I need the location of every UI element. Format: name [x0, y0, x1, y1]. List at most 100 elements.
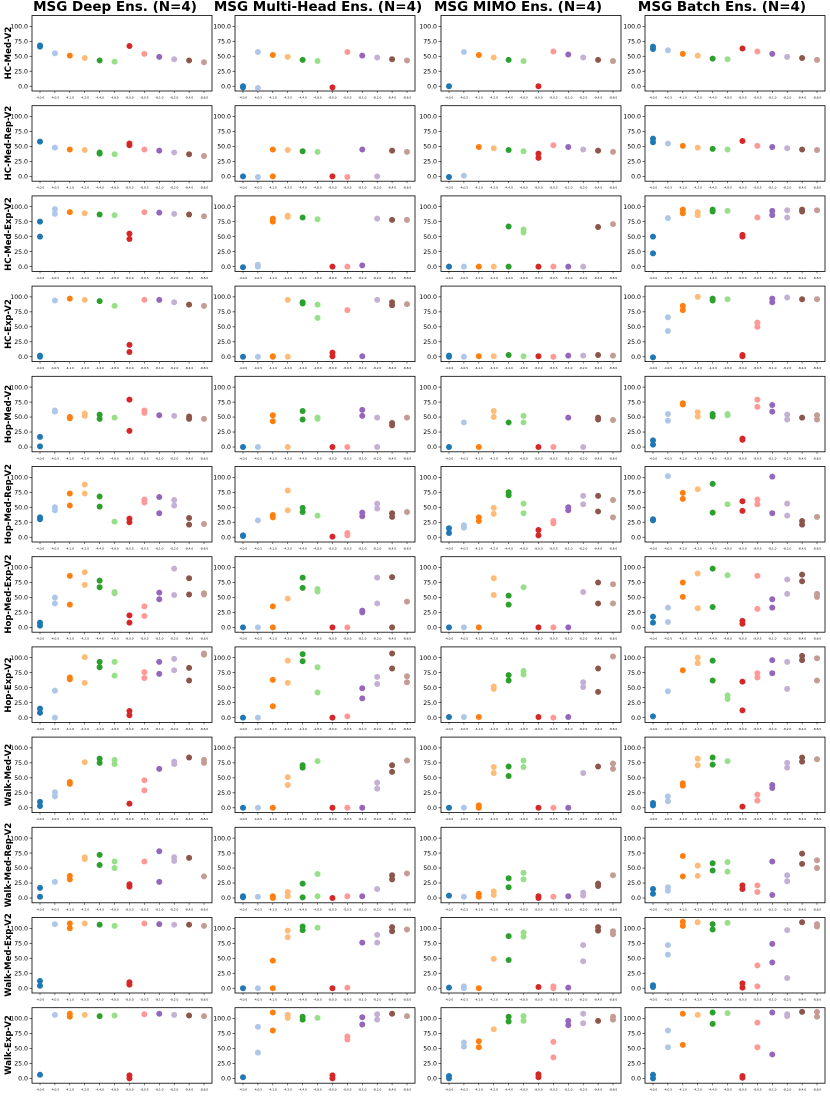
axes-frame: [234, 285, 416, 363]
x-tick-label: -4,8.0: [723, 727, 732, 731]
data-point: [81, 856, 88, 863]
data-point: [81, 296, 88, 303]
data-point: [565, 714, 572, 721]
x-tick-label: -4,0.5: [254, 96, 263, 100]
x-tick-label: -4,0.0: [649, 907, 658, 911]
data-point: [650, 713, 656, 720]
data-point: [51, 50, 58, 57]
data-point: [201, 922, 207, 929]
data-point: [156, 1010, 163, 1017]
data-point: [595, 492, 602, 499]
x-tick-label: -4,0.0: [445, 276, 454, 280]
data-point: [709, 657, 716, 664]
x-tick-label: -4,0.5: [460, 637, 469, 641]
data-point: [784, 53, 791, 60]
data-point: [359, 513, 366, 520]
data-point: [96, 577, 103, 584]
x-tick-label: -8,2.0: [373, 727, 382, 731]
axes-frame: [644, 736, 826, 813]
data-point: [254, 49, 261, 56]
x-tick-label: -4,0.0: [239, 998, 248, 1002]
data-point: [171, 667, 178, 674]
data-point: [37, 353, 43, 360]
data-point: [374, 444, 381, 451]
y-tick-label: 50.0: [14, 234, 28, 241]
x-tick-label: -4,0.5: [664, 186, 673, 190]
data-point: [269, 146, 276, 153]
x-tick-label: -4,0.5: [51, 276, 60, 280]
y-tick-label: 0.0: [631, 444, 641, 451]
data-point: [186, 301, 193, 308]
data-point: [610, 872, 616, 879]
y-tick-label: 50.0: [627, 504, 641, 511]
y-tick-label: 0.0: [221, 534, 231, 541]
data-point: [269, 703, 276, 710]
data-point: [156, 147, 163, 154]
x-tick-label: -8,0.5: [753, 637, 762, 641]
data-point: [284, 679, 291, 686]
x-tick-label: -8,4.0: [185, 637, 194, 641]
y-tick-label: 0.0: [18, 83, 28, 90]
data-point: [51, 714, 58, 721]
x-tick-label: -8,0.0: [738, 547, 747, 551]
x-tick-label: -4,4.0: [504, 998, 513, 1002]
x-tick-label: -4,2.0: [490, 96, 499, 100]
y-tick-label: 75.0: [14, 670, 28, 677]
x-tick-label: -8,1.0: [768, 998, 777, 1002]
axes-frame: [644, 826, 826, 904]
data-point: [404, 301, 410, 308]
x-tick-label: -4,2.0: [694, 366, 703, 370]
data-point: [490, 955, 497, 962]
y-tick-label: 100.0: [213, 23, 231, 30]
data-point: [37, 884, 43, 891]
x-tick-label: -8,2.0: [373, 456, 382, 460]
data-point: [111, 1012, 118, 1019]
x-tick-label: -8,0.5: [343, 998, 352, 1002]
data-point: [490, 414, 497, 421]
y-tick-label: 0.0: [631, 625, 641, 632]
axes-frame: [31, 105, 213, 182]
x-tick-label: -8,0.0: [125, 727, 134, 731]
axes-frame: [644, 917, 826, 994]
x-tick-label: -4,8.0: [519, 998, 528, 1002]
x-tick-label: -8,0.5: [753, 547, 762, 551]
x-tick-label: -8,0.0: [125, 96, 134, 100]
data-point: [66, 502, 73, 509]
data-point: [679, 489, 686, 496]
axes-frame: [644, 15, 826, 92]
y-tick-label: 0.0: [427, 715, 437, 722]
data-point: [679, 579, 686, 586]
x-tick-label: -4,0.0: [36, 637, 45, 641]
y-tick-label: 25.0: [423, 1061, 437, 1068]
x-tick-label: -8,8.0: [609, 907, 618, 911]
y-tick-label: 0.0: [631, 985, 641, 992]
x-tick-label: -8,0.5: [753, 817, 762, 821]
x-tick-label: -8,8.0: [200, 186, 209, 190]
data-point: [784, 685, 791, 692]
data-point: [754, 1044, 761, 1051]
y-tick-label: 50.0: [627, 595, 641, 602]
data-point: [51, 793, 58, 800]
data-point: [814, 1013, 820, 1020]
data-point: [754, 403, 761, 410]
data-point: [284, 595, 291, 602]
x-tick-label: -4,8.0: [519, 96, 528, 100]
data-point: [679, 210, 686, 217]
data-point: [664, 47, 671, 54]
data-point: [66, 209, 73, 216]
x-tick-label: -4,4.0: [708, 1088, 717, 1092]
data-point: [754, 797, 761, 804]
x-tick-label: -8,2.0: [579, 998, 588, 1002]
data-point: [81, 679, 88, 686]
data-point: [595, 147, 602, 154]
data-point: [314, 314, 321, 321]
x-tick-label: -8,2.0: [579, 727, 588, 731]
data-point: [595, 56, 602, 63]
x-tick-label: -4,4.0: [95, 96, 104, 100]
data-point: [186, 521, 193, 528]
x-tick-label: -4,1.0: [679, 547, 688, 551]
